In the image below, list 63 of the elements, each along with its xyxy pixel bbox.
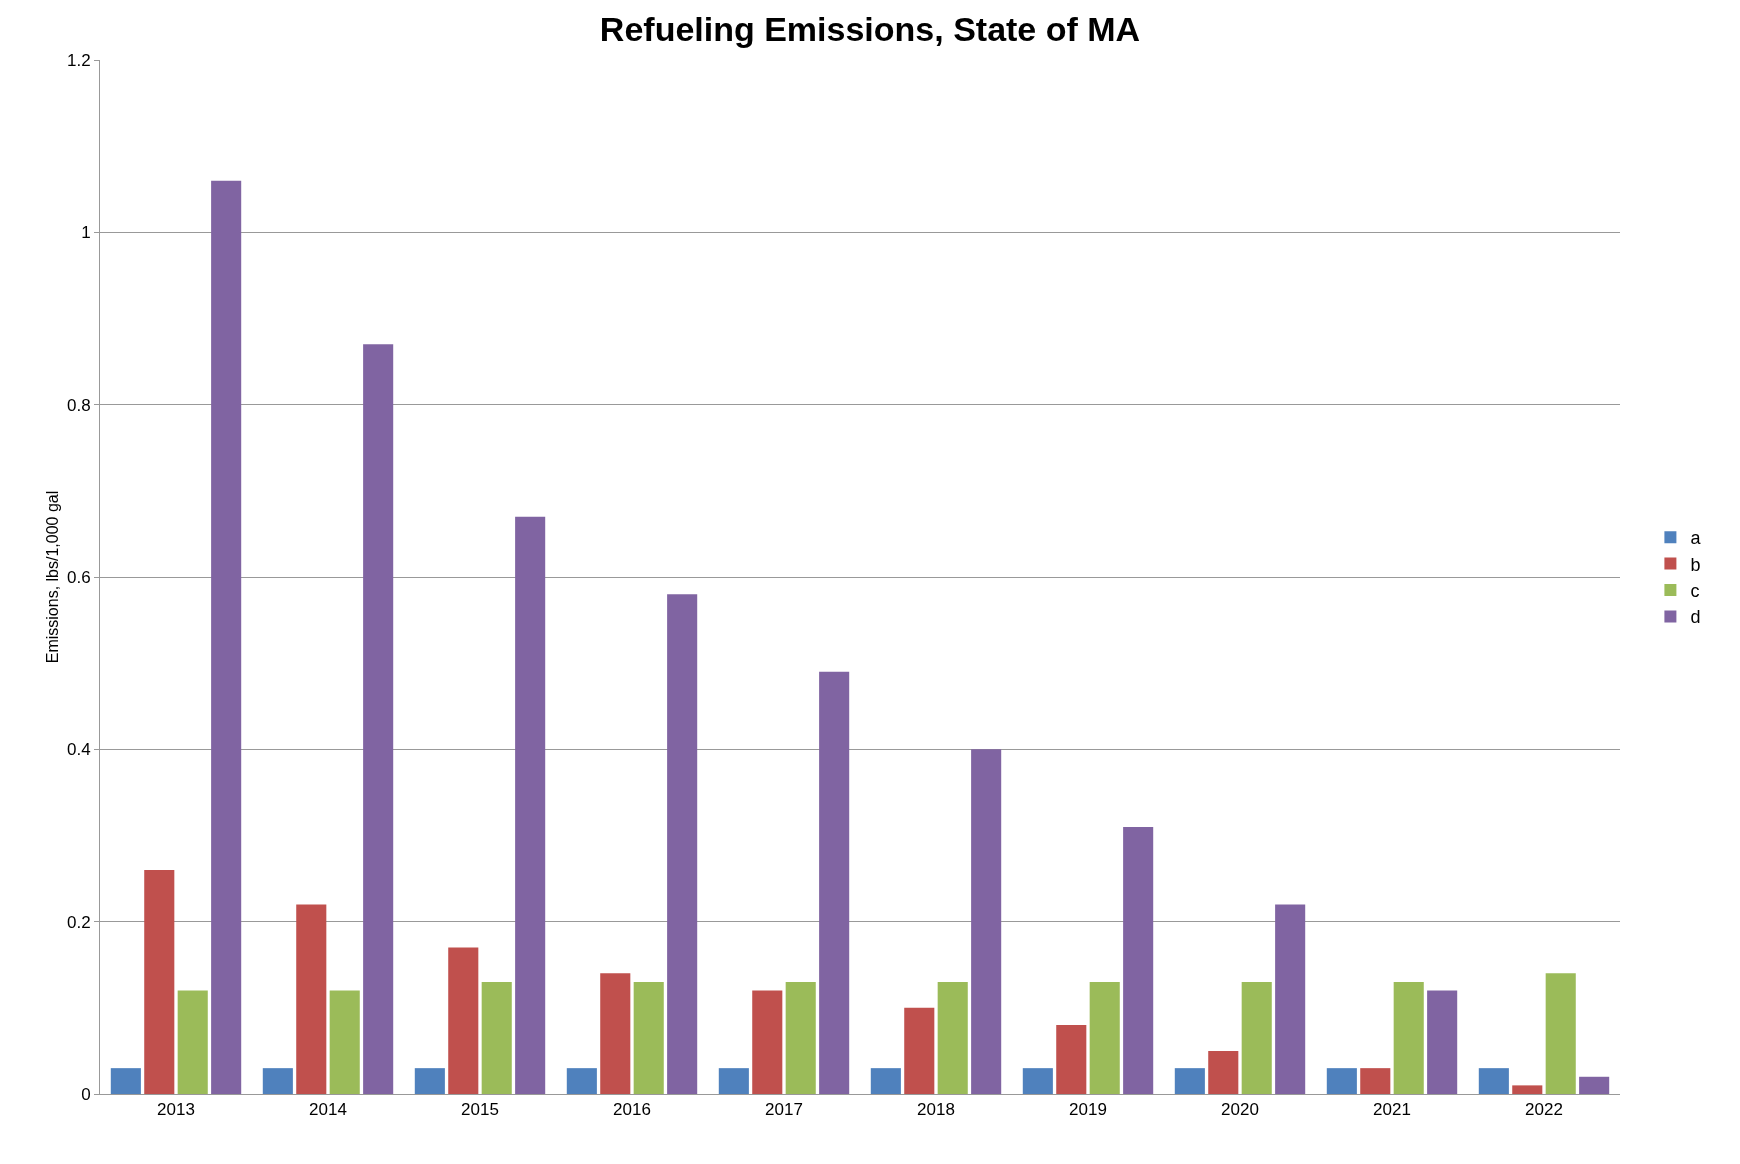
bar	[971, 749, 1002, 1094]
x-tick-label: 2016	[613, 1100, 651, 1120]
bar	[1545, 973, 1576, 1094]
x-tick-label: 2020	[1221, 1100, 1259, 1120]
y-tick-label: 1	[81, 223, 91, 243]
legend-label: d	[1690, 607, 1701, 628]
y-tick-label: 0	[81, 1084, 91, 1104]
bar	[718, 1068, 749, 1094]
x-tick-label: 2014	[309, 1100, 347, 1120]
bar	[1393, 981, 1424, 1094]
bar	[1360, 1068, 1391, 1094]
bar	[1056, 1025, 1087, 1094]
bar	[819, 671, 850, 1094]
bar	[1512, 1085, 1543, 1094]
bar	[752, 990, 783, 1094]
bar	[1241, 981, 1272, 1094]
bar	[870, 1068, 901, 1094]
x-tick-label: 2018	[917, 1100, 955, 1120]
bar	[785, 981, 816, 1094]
bar	[414, 1068, 445, 1094]
bar	[110, 1068, 141, 1094]
bar	[937, 981, 968, 1094]
bar	[211, 180, 242, 1094]
chart-title: Refueling Emissions, State of MA	[599, 10, 1141, 49]
bar	[481, 981, 512, 1094]
y-tick-label: 0.6	[66, 567, 91, 587]
bar	[600, 973, 631, 1094]
bar	[144, 869, 175, 1094]
y-axis-title: Emissions, lbs/1,000 gal	[44, 490, 61, 664]
y-tick-label: 0.2	[66, 912, 91, 932]
y-tick-label: 0.4	[66, 740, 91, 760]
bar	[667, 594, 698, 1094]
y-tick-label: 1.2	[66, 50, 91, 70]
bar	[329, 990, 360, 1094]
bar	[1123, 826, 1154, 1094]
bar	[1208, 1050, 1239, 1094]
bar	[904, 1007, 935, 1094]
legend-label: a	[1690, 528, 1702, 549]
bar	[296, 904, 327, 1094]
bar	[177, 990, 208, 1094]
bar	[1275, 904, 1306, 1094]
legend-label: c	[1690, 581, 1700, 602]
bar	[1427, 990, 1458, 1094]
bar	[448, 947, 479, 1094]
y-tick-label: 0.8	[66, 395, 91, 415]
x-tick-label: 2013	[157, 1100, 195, 1120]
x-tick-label: 2015	[461, 1100, 499, 1120]
bar	[1579, 1076, 1610, 1094]
bar	[633, 981, 664, 1094]
bar	[515, 516, 546, 1094]
bar	[363, 344, 394, 1094]
bar	[262, 1068, 293, 1094]
x-tick-label: 2017	[765, 1100, 803, 1120]
x-tick-label: 2021	[1373, 1100, 1411, 1120]
bar	[1478, 1068, 1509, 1094]
bar	[1022, 1068, 1053, 1094]
bar	[1174, 1068, 1205, 1094]
x-tick-label: 2019	[1069, 1100, 1107, 1120]
x-tick-label: 2022	[1525, 1100, 1563, 1120]
bar	[1326, 1068, 1357, 1094]
legend-label: b	[1690, 554, 1701, 575]
bar	[1089, 981, 1120, 1094]
bar	[566, 1068, 597, 1094]
